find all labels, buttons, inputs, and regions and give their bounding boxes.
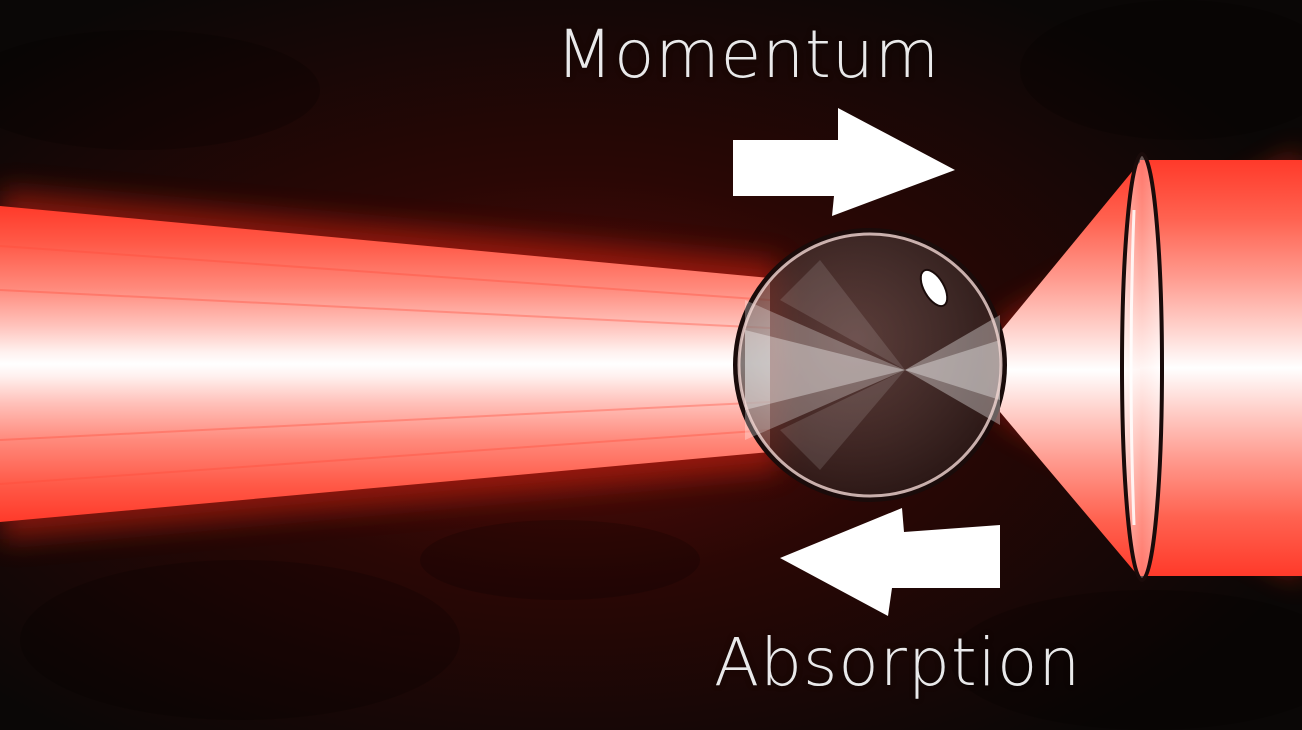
internal-light-cones — [745, 260, 1000, 470]
particle-highlight — [919, 268, 949, 308]
lens-highlight — [1129, 209, 1136, 526]
momentum-arrow-icon — [733, 108, 955, 216]
momentum-label: Momentum — [556, 16, 941, 93]
focusing-lens — [1120, 152, 1164, 582]
outgoing-laser-cone — [1000, 162, 1140, 578]
incoming-beam-bands — [0, 245, 771, 485]
incoming-laser-beam — [0, 206, 770, 522]
particle-rim — [737, 232, 1003, 498]
outgoing-laser-beam — [1140, 160, 1302, 576]
absorption-label: Absorption — [714, 624, 1082, 701]
absorption-arrow-icon — [780, 508, 1000, 616]
